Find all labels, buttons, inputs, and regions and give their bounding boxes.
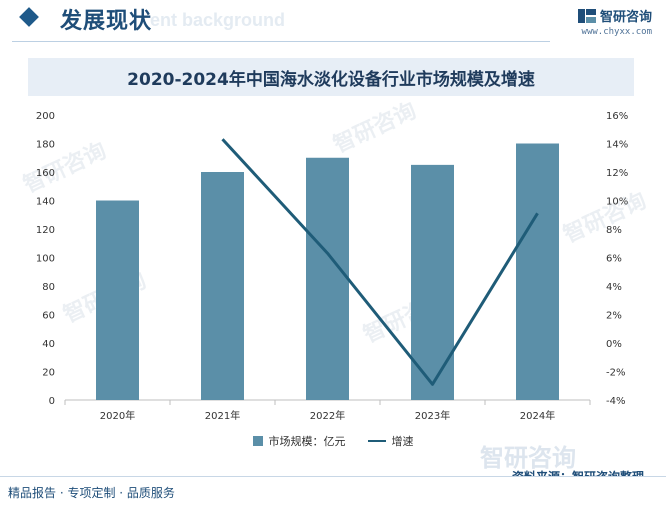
brand-logo: 智研咨询 www.chyxx.com (577, 6, 652, 37)
y-right-tick-label: 4% (606, 282, 622, 293)
y-right-tick-label: 14% (606, 140, 628, 151)
y-left-tick-label: 60 (42, 311, 55, 322)
y-left-tick-label: 200 (36, 111, 55, 122)
y-left-tick-label: 160 (36, 168, 55, 179)
bar (306, 157, 349, 400)
y-right-tick-label: 2% (606, 311, 622, 322)
bar (96, 200, 139, 400)
bar (516, 143, 559, 400)
legend-label-growth: 增速 (391, 435, 414, 448)
y-right-tick-label: 8% (606, 225, 622, 236)
page-footer: 精品报告 · 专项定制 · 品质服务 (0, 476, 666, 507)
growth-line (221, 138, 539, 386)
y-right-tick-label: 12% (606, 168, 628, 179)
footer-slogan: 精品报告 · 专项定制 · 品质服务 (8, 486, 175, 500)
x-tick-label: 2020年 (100, 409, 135, 422)
y-right-tick-label: 6% (606, 254, 622, 265)
brand-name: 智研咨询 (599, 10, 652, 25)
legend-label-market-size: 市场规模：亿元 (268, 435, 346, 448)
header-divider (12, 41, 550, 42)
y-left-tick-label: 120 (36, 225, 55, 236)
legend-swatch-bar (252, 436, 263, 446)
y-right-tick-label: -4% (606, 396, 625, 407)
legend-swatch-line (367, 440, 386, 442)
y-right-tick-label: 16% (606, 111, 628, 122)
legend-item-bar: 市场规模：亿元 (252, 433, 346, 449)
y-right-tick-label: 10% (606, 197, 628, 208)
x-tick-label: 2023年 (415, 409, 450, 422)
page-header: 发展现状 ent background 智研咨询 www.chyxx.com (0, 0, 666, 48)
y-right-tick-label: 0% (606, 339, 622, 350)
y-left-tick-label: 80 (42, 282, 55, 293)
x-tick-label: 2022年 (310, 409, 345, 422)
y-left-tick-label: 100 (36, 254, 55, 265)
bar (201, 172, 244, 400)
logo-icon (577, 8, 596, 23)
x-tick-label: 2021年 (205, 409, 240, 422)
brand-watermark: 智研咨询 (480, 444, 576, 472)
chart-title-bar: 2020-2024年中国海水淡化设备行业市场规模及增速 (28, 58, 634, 96)
legend-item-line: 增速 (367, 433, 414, 449)
y-left-tick-label: 140 (36, 197, 55, 208)
y-left-tick-label: 0 (49, 396, 55, 407)
x-tick-label: 2024年 (520, 409, 555, 422)
background-ghost-text: ent background (150, 10, 286, 30)
brand-url: www.chyxx.com (581, 27, 652, 37)
chart-legend: 市场规模：亿元 增速 (0, 433, 666, 449)
section-title: 发展现状 (60, 9, 153, 34)
y-left-tick-label: 40 (42, 339, 55, 350)
y-right-tick-label: -2% (606, 368, 625, 379)
chart: 0 20 40 60 80 100 120 140 160 180 200 -4% -2% 0% 2% 4% 6… (36, 111, 628, 422)
y-left-tick-label: 20 (42, 368, 55, 379)
chart-title: 2020-2024年中国海水淡化设备行业市场规模及增速 (127, 69, 535, 90)
y-left-tick-label: 180 (36, 140, 55, 151)
